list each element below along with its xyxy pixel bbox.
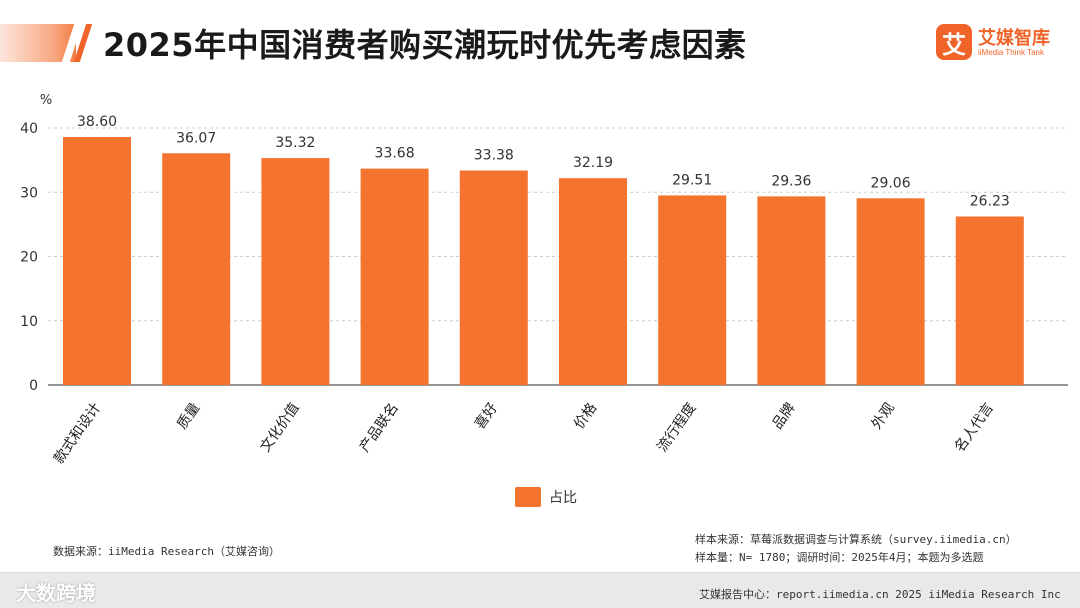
bar-chart: 0 10 20 30 40% 38.60 款式和设计 36.07 质量 35.32 文化价值 33.6…: [20, 93, 1068, 467]
logo-name: 艾媒智库: [978, 28, 1050, 49]
legend-label: 占比: [549, 490, 577, 506]
footer-band: [0, 573, 1080, 608]
x-tick-label: 文化价值: [257, 400, 302, 455]
logo-subtitle: iiMedia Think Tank: [978, 48, 1044, 57]
logo-icon: 艾: [936, 24, 972, 60]
data-label: 33.68: [375, 146, 415, 162]
data-label: 36.07: [176, 130, 216, 146]
bar: [459, 170, 528, 385]
data-label: 29.36: [771, 173, 811, 189]
x-tick-label: 外观: [869, 400, 898, 432]
x-tick-label: 质量: [174, 400, 203, 432]
x-tick-label: 喜好: [472, 400, 501, 432]
y-tick-label: 30: [20, 185, 38, 201]
x-tick-label: 款式和设计: [51, 400, 104, 467]
brand-logo: 艾 艾媒智库 iiMedia Think Tank: [936, 24, 1066, 62]
y-tick-label: 20: [20, 250, 38, 266]
bar: [658, 195, 727, 385]
bar: [559, 178, 627, 385]
bar: [162, 153, 231, 385]
x-tick-label: 流行程度: [654, 400, 699, 455]
y-tick-label: 0: [29, 378, 38, 394]
x-tick-label: 价格: [571, 400, 600, 432]
y-tick-label: 10: [20, 314, 38, 330]
data-source-note: 数据来源：iiMedia Research（艾媒咨询）: [53, 545, 280, 558]
data-label: 29.51: [672, 172, 712, 188]
data-label: 35.32: [275, 135, 315, 151]
sample-source-note: 样本来源：草莓派数据调查与计算系统（survey.iimedia.cn）: [695, 533, 1017, 546]
legend-swatch: [515, 487, 541, 507]
bar: [63, 136, 131, 385]
data-label: 26.23: [970, 193, 1010, 209]
bar: [757, 196, 826, 385]
y-tick-label: 40: [20, 121, 38, 137]
bar: [360, 168, 429, 385]
chart-legend: 占比: [515, 486, 577, 508]
bar: [856, 198, 925, 385]
footer-text: 艾媒报告中心：report.iimedia.cn 2025 iiMedia Re…: [699, 588, 1061, 601]
data-label: 33.38: [474, 148, 514, 164]
y-axis-unit: %: [40, 93, 52, 108]
sample-size-note: 样本量：N= 1780；调研时间：2025年4月；本题为多选题: [695, 551, 984, 564]
bar: [955, 216, 1024, 385]
x-tick-label: 名人代言: [952, 400, 997, 455]
data-label: 38.60: [77, 114, 117, 130]
x-tick-label: 品牌: [769, 400, 799, 433]
watermark: 大数跨境: [16, 581, 96, 605]
data-label: 29.06: [871, 175, 911, 191]
page-title: 2025年中国消费者购买潮玩时优先考虑因素: [103, 26, 747, 64]
x-tick-label: 产品联名: [357, 400, 402, 455]
data-label: 32.19: [573, 155, 613, 171]
bar: [261, 158, 330, 385]
